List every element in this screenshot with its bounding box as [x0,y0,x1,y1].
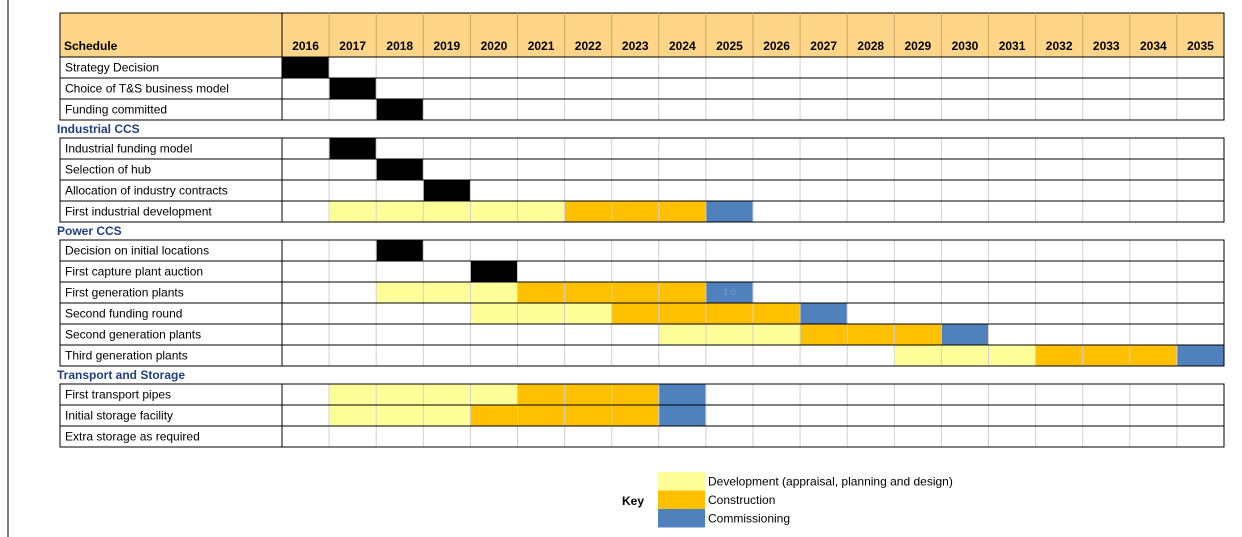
key-label: Commissioning [708,511,790,525]
row-bg [60,261,1224,282]
year-label: 2022 [575,39,602,53]
year-label: 2018 [386,39,413,53]
year-label: 2019 [433,39,460,53]
row-label: First capture plant auction [65,265,203,279]
year-label: 2020 [481,39,508,53]
year-label: 2033 [1093,39,1120,53]
row-bg [60,159,1224,180]
schedule-bar [564,201,706,222]
schedule-bar [423,180,471,201]
row-bg [60,324,1224,345]
schedule-bar [376,99,424,120]
schedule-bar [705,201,753,222]
bar-note: 1.0 [723,287,736,297]
schedule-bar [329,138,377,159]
year-label: 2024 [669,39,696,53]
row-label: First industrial development [65,205,212,219]
schedule-bar [1176,345,1224,366]
row-bg [60,78,1224,99]
year-label: 2031 [999,39,1026,53]
schedule-bar [658,384,706,405]
year-label: 2016 [292,39,319,53]
row-bg [60,57,1224,78]
schedule-bar [470,261,518,282]
schedule-bar [658,324,801,345]
schedule-bar [376,240,424,261]
row-bg [60,138,1224,159]
row-label: Decision on initial locations [65,244,209,258]
schedule-bar [658,405,706,426]
year-label: 2032 [1046,39,1073,53]
schedule-bar [376,282,518,303]
year-label: 2035 [1187,39,1214,53]
schedule-bar [800,303,848,324]
row-bg [60,99,1224,120]
row-label: Extra storage as required [65,430,200,444]
schedule-bar [329,201,565,222]
schedule-bar [517,384,659,405]
year-label: 2025 [716,39,743,53]
schedule-bar [894,345,1036,366]
schedule-bar [941,324,989,345]
row-label: Third generation plants [65,349,188,363]
key-title: Key [622,494,644,508]
year-label: 2029 [904,39,931,53]
schedule-bar [470,303,612,324]
row-label: Strategy Decision [65,61,159,75]
row-label: Allocation of industry contracts [65,184,228,198]
row-label: Initial storage facility [65,409,173,423]
header-label: Schedule [64,39,118,53]
row-label: First generation plants [65,286,184,300]
schedule-bar [705,282,753,303]
year-label: 2026 [763,39,790,53]
key-label: Construction [708,493,775,507]
year-label: 2034 [1140,39,1167,53]
schedule-bar [329,405,471,426]
year-label: 2027 [810,39,837,53]
row-label: First transport pipes [65,388,171,402]
row-border [59,425,1225,448]
schedule-bar [800,324,942,345]
key-swatch [658,472,705,491]
section-title: Industrial CCS [57,122,140,136]
section-title: Power CCS [57,224,122,238]
year-label: 2028 [857,39,884,53]
row-label: Second generation plants [65,328,201,342]
row-label: Second funding round [65,307,182,321]
year-label: 2021 [528,39,555,53]
row-label: Selection of hub [65,163,151,177]
row-border [59,98,1225,121]
year-label: 2023 [622,39,649,53]
year-label: 2017 [339,39,366,53]
row-bg [60,240,1224,261]
key-swatch [658,490,705,509]
row-bg [60,426,1224,447]
row-border [59,200,1225,223]
row-bg [60,180,1224,201]
schedule-bar [376,159,424,180]
row-label: Choice of T&S business model [65,82,229,96]
schedule-bar [1035,345,1177,366]
key-swatch [658,509,705,528]
schedule-bar [329,78,377,99]
key-label: Development (appraisal, planning and des… [708,474,953,488]
row-label: Funding committed [65,103,167,117]
schedule-bar [282,57,330,78]
section-title: Transport and Storage [57,368,185,382]
year-label: 2030 [952,39,979,53]
row-border [59,344,1225,367]
row-label: Industrial funding model [65,142,192,156]
